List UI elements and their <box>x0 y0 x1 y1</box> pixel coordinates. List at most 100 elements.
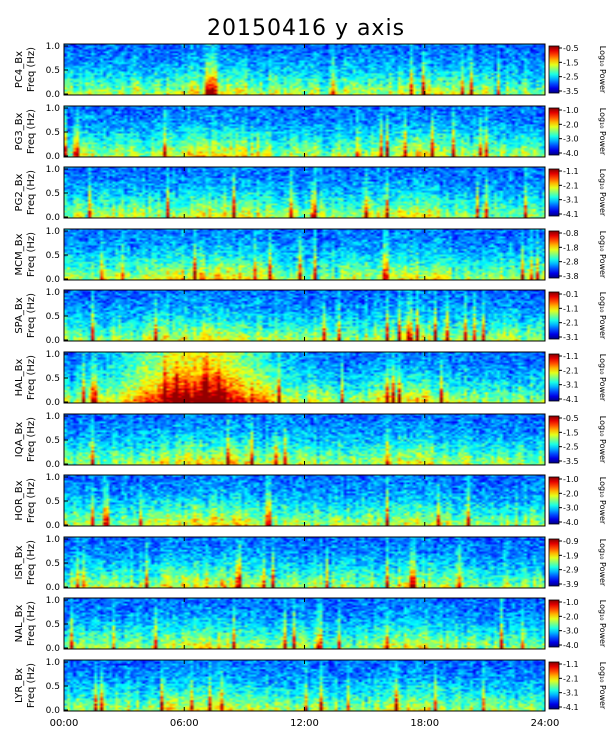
y-tick-label: 0.0 <box>46 460 61 470</box>
panel-pg3: 0.0 0.5 1.0 PG3_Bx Freq (Hz) -1.0 -2.0 -3.0 -4.0… <box>14 104 607 162</box>
colorbar-tick-label: -3.1 <box>563 196 579 205</box>
colorbar-tick-label: -2.1 <box>563 181 579 190</box>
spectrogram-image-pg3 <box>64 106 545 157</box>
y-tick-label: 0.5 <box>46 497 60 507</box>
x-tick-label: 18:00 <box>410 718 439 729</box>
freq-axis-label: Freq (Hz) <box>26 47 37 92</box>
colorbar-tick-label: -2.1 <box>563 366 579 375</box>
spectrogram-image-hal <box>64 352 545 403</box>
spectrogram-image-mcm <box>64 229 545 280</box>
y-tick-label: 0.5 <box>46 128 60 138</box>
station-label: SPA_Bx <box>14 297 25 333</box>
station-label: MCM_Bx <box>14 233 25 275</box>
panel-hor: 0.0 0.5 1.0 HOR_Bx Freq (Hz) -1.0 -2.0 -3.0 -4.0… <box>14 473 607 531</box>
y-tick-label: 0.5 <box>46 312 60 322</box>
colorbar-tick-label: -4.0 <box>563 641 579 650</box>
colorbar-tick-label: -1.0 <box>563 598 579 607</box>
y-tick-label: 0.0 <box>46 275 61 285</box>
y-tick-label: 0.0 <box>46 213 61 223</box>
colorbar-tick-label: -4.0 <box>563 518 579 527</box>
colorbar-tick-label: -2.0 <box>563 120 579 129</box>
y-tick-label: 0.5 <box>46 620 60 630</box>
colorbar-tick-label: -3.0 <box>563 627 579 636</box>
freq-axis-label: Freq (Hz) <box>26 663 37 708</box>
colorbar-tick-label: -2.1 <box>563 674 579 683</box>
colorbar-label: Log₁₀ Power <box>598 539 607 587</box>
colorbar-tick-label: -4.0 <box>563 149 579 158</box>
station-label: PC4_Bx <box>14 51 25 88</box>
y-tick-label: 0.0 <box>46 521 61 531</box>
colorbar <box>548 599 560 648</box>
spectrogram-image-nal <box>64 598 545 649</box>
colorbar <box>548 45 560 94</box>
y-tick-label: 1.0 <box>46 165 61 175</box>
colorbar <box>548 168 560 217</box>
panel-nal: 0.0 0.5 1.0 NAL_Bx Freq (Hz) -1.0 -2.0 -3.0 -4.0… <box>14 596 607 654</box>
colorbar <box>548 476 560 525</box>
colorbar-label: Log₁₀ Power <box>598 169 607 217</box>
spectrogram-image-isr <box>64 537 545 588</box>
y-tick-label: 0.5 <box>46 66 60 76</box>
colorbar <box>548 107 560 156</box>
colorbar-tick-label: -2.5 <box>563 73 579 82</box>
chart-title: 20150416 y axis <box>206 16 406 41</box>
colorbar-tick-label: -1.9 <box>563 551 579 560</box>
colorbar-label: Log₁₀ Power <box>598 108 607 156</box>
spectrogram-image-spa <box>64 290 545 341</box>
colorbar-label: Log₁₀ Power <box>598 600 607 648</box>
panel-hal: 0.0 0.5 1.0 HAL_Bx Freq (Hz) -1.1 -2.1 -3.1 -4.1… <box>14 350 607 408</box>
freq-axis-label: Freq (Hz) <box>26 109 37 154</box>
spectrogram-image-pg2 <box>64 167 545 218</box>
colorbar-tick-label: -2.5 <box>563 443 579 452</box>
freq-axis-label: Freq (Hz) <box>26 601 37 646</box>
colorbar-tick-label: -3.5 <box>563 457 579 466</box>
colorbar <box>548 661 560 710</box>
y-tick-label: 1.0 <box>46 288 61 298</box>
colorbar-tick-label: -0.5 <box>563 414 579 423</box>
colorbar-tick-label: -1.5 <box>563 428 579 437</box>
colorbar-label: Log₁₀ Power <box>598 416 607 464</box>
colorbar-tick-label: -1.5 <box>563 58 579 67</box>
spectrogram-image-pc4 <box>64 44 545 95</box>
panel-mcm: 0.0 0.5 1.0 MCM_Bx Freq (Hz) -0.8 -1.8 -2.8 -3.8… <box>14 227 607 285</box>
x-tick-label: 06:00 <box>170 718 199 729</box>
colorbar-tick-label: -1.1 <box>563 660 579 669</box>
freq-axis-label: Freq (Hz) <box>26 417 37 462</box>
panel-spa: 0.0 0.5 1.0 SPA_Bx Freq (Hz) -0.1 -1.1 -2.1 -3.1… <box>14 288 607 346</box>
freq-axis-label: Freq (Hz) <box>26 355 37 400</box>
station-label: LYR_Bx <box>14 668 25 703</box>
station-label: ISR_Bx <box>14 545 25 579</box>
panel-iqa: 0.0 0.5 1.0 IQA_Bx Freq (Hz) -0.5 -1.5 -2.5 -3.5… <box>14 412 607 470</box>
spectrogram-image-iqa <box>64 414 545 465</box>
y-tick-label: 1.0 <box>46 596 61 606</box>
y-tick-label: 1.0 <box>46 535 61 545</box>
colorbar-tick-label: -3.8 <box>563 272 579 281</box>
spectrogram-image-lyr <box>64 660 545 711</box>
colorbar-tick-label: -1.1 <box>563 352 579 361</box>
colorbar-tick-label: -1.8 <box>563 243 579 252</box>
colorbar-tick-label: -3.5 <box>563 87 579 96</box>
y-tick-label: 1.0 <box>46 227 61 237</box>
y-tick-label: 1.0 <box>46 473 61 483</box>
colorbar-tick-label: -2.0 <box>563 489 579 498</box>
colorbar-tick-label: -3.9 <box>563 580 579 589</box>
colorbar-tick-label: -1.0 <box>563 475 579 484</box>
y-tick-label: 1.0 <box>46 42 61 52</box>
colorbar-tick-label: -4.1 <box>563 210 579 219</box>
colorbar <box>548 538 560 587</box>
y-tick-label: 1.0 <box>46 412 61 422</box>
colorbar-tick-label: -1.0 <box>563 106 579 115</box>
colorbar-label: Log₁₀ Power <box>598 46 607 94</box>
colorbar <box>548 353 560 402</box>
colorbar-tick-label: -1.1 <box>563 167 579 176</box>
station-label: PG3_Bx <box>14 112 25 150</box>
station-label: NAL_Bx <box>14 605 25 643</box>
y-tick-label: 0.5 <box>46 374 60 384</box>
colorbar-tick-label: -3.1 <box>563 381 579 390</box>
y-tick-label: 0.5 <box>46 251 60 261</box>
colorbar-label: Log₁₀ Power <box>598 292 607 340</box>
freq-axis-label: Freq (Hz) <box>26 478 37 523</box>
colorbar-label: Log₁₀ Power <box>598 477 607 525</box>
colorbar-tick-label: -2.0 <box>563 612 579 621</box>
y-tick-label: 0.5 <box>46 189 60 199</box>
